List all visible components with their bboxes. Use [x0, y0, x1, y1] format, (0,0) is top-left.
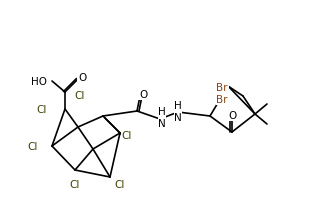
Text: Br: Br	[216, 83, 228, 93]
Text: O: O	[229, 110, 237, 120]
Text: Cl: Cl	[37, 104, 47, 115]
Text: H
N: H N	[174, 101, 182, 122]
Text: Cl: Cl	[28, 141, 38, 151]
Text: Cl: Cl	[75, 90, 85, 101]
Text: H
N: H N	[158, 107, 166, 128]
Text: Br: Br	[216, 95, 228, 104]
Text: HO: HO	[31, 77, 47, 87]
Text: O: O	[78, 73, 86, 83]
Text: Cl: Cl	[115, 179, 125, 189]
Text: Cl: Cl	[70, 179, 80, 189]
Text: Cl: Cl	[122, 130, 132, 140]
Text: O: O	[139, 89, 147, 100]
